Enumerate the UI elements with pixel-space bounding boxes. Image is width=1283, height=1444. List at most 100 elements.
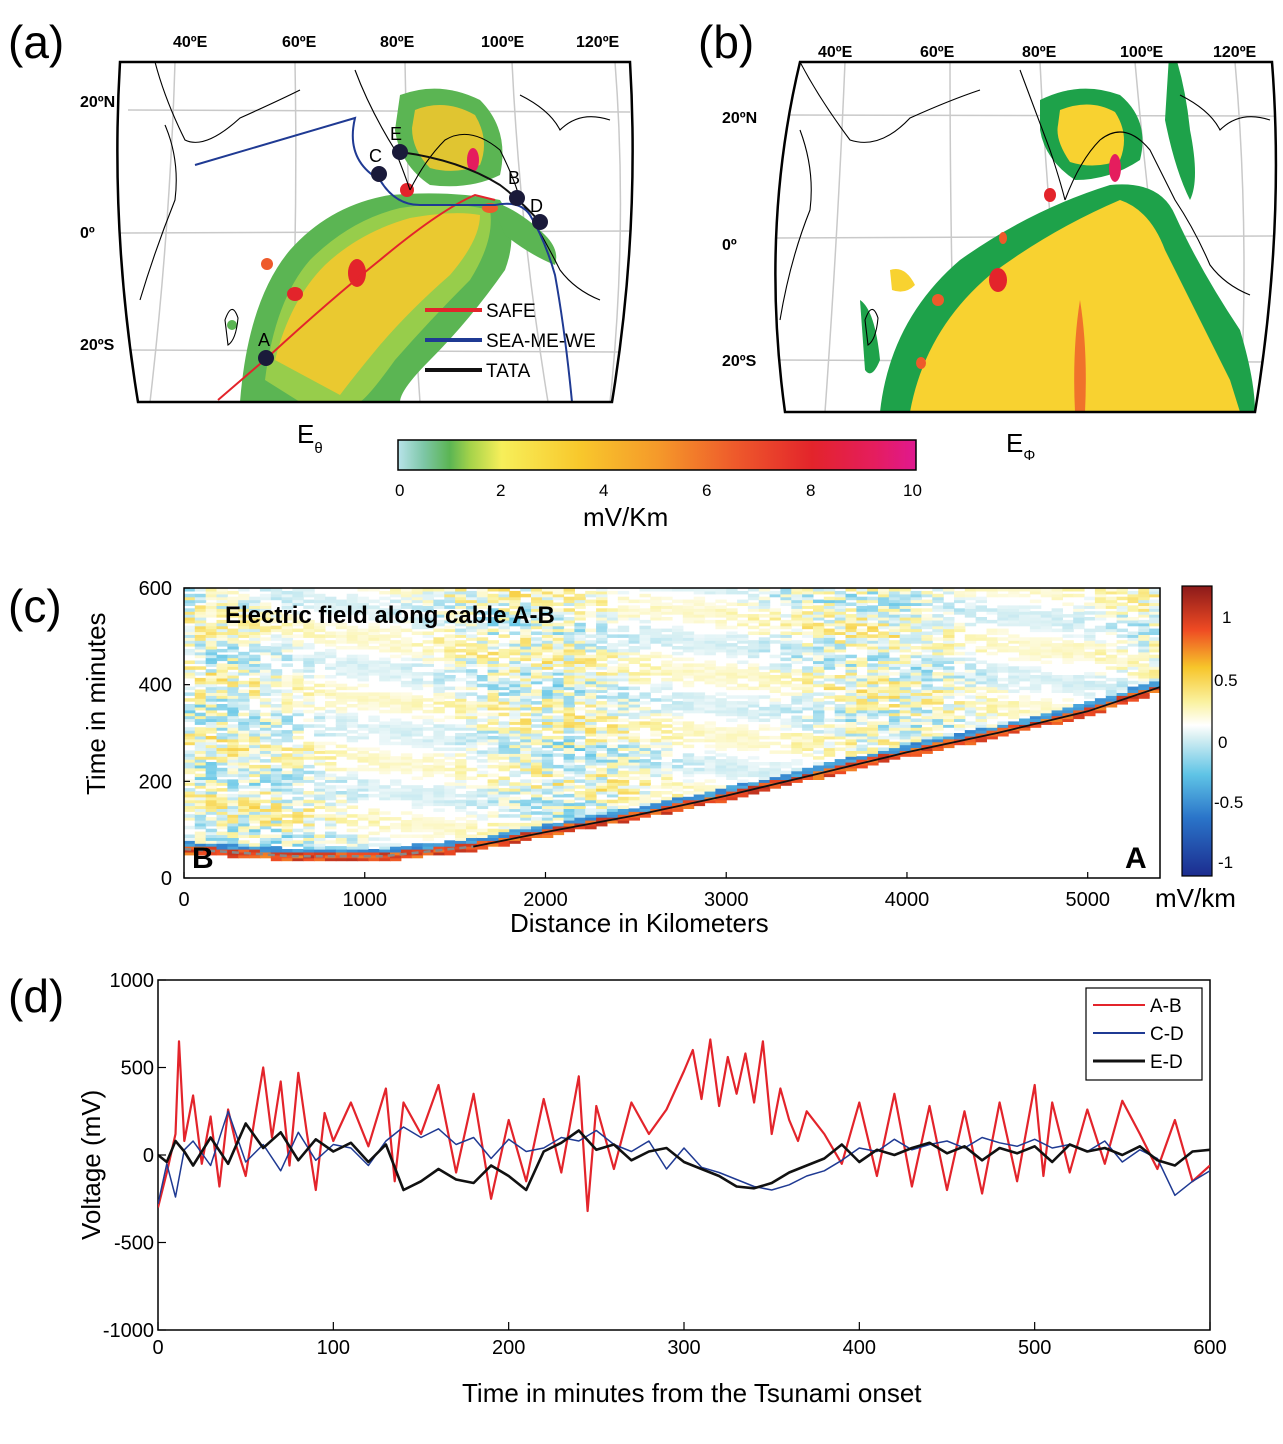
heatmap-cell bbox=[400, 698, 413, 702]
heatmap-cell bbox=[216, 727, 228, 731]
heatmap-cell bbox=[997, 608, 1009, 612]
heatmap-cell bbox=[520, 718, 532, 722]
heatmap-cell bbox=[737, 744, 749, 749]
heatmap-cell bbox=[1116, 663, 1128, 667]
heatmap-cell bbox=[466, 776, 478, 780]
heatmap-cell bbox=[531, 753, 543, 757]
heatmap-cell bbox=[943, 625, 955, 630]
heatmap-cell bbox=[682, 698, 695, 702]
heatmap-cell bbox=[639, 796, 651, 801]
heatmap-cell bbox=[259, 820, 272, 824]
heatmap-cell bbox=[346, 634, 359, 638]
heatmap-cell bbox=[205, 735, 218, 740]
heatmap-cell bbox=[813, 706, 825, 711]
heatmap-cell bbox=[650, 741, 662, 746]
heatmap-cell bbox=[487, 689, 499, 693]
heatmap-cell bbox=[802, 689, 814, 693]
heatmap-cell bbox=[205, 834, 218, 838]
heatmap-cell bbox=[606, 715, 619, 720]
heatmap-cell bbox=[325, 805, 337, 809]
heatmap-cell bbox=[606, 677, 619, 682]
heatmap-cell bbox=[1084, 651, 1096, 656]
heatmap-cell bbox=[932, 622, 944, 627]
heatmap-cell bbox=[813, 654, 825, 659]
heatmap-cell bbox=[466, 727, 478, 731]
heatmap-cell bbox=[270, 779, 283, 783]
heatmap-cell bbox=[867, 634, 879, 638]
heatmap-cell bbox=[563, 704, 575, 708]
heatmap-cell bbox=[249, 637, 261, 641]
heatmap-cell bbox=[747, 730, 760, 734]
heatmap-cell bbox=[617, 808, 630, 812]
heatmap-cell bbox=[769, 686, 781, 691]
heatmap-cell bbox=[1138, 680, 1150, 685]
heatmap-cell bbox=[932, 637, 944, 641]
heatmap-cell bbox=[867, 654, 879, 659]
heatmap-cell bbox=[249, 634, 261, 638]
heatmap-cell bbox=[531, 811, 543, 815]
heatmap-cell bbox=[227, 663, 239, 667]
heatmap-cell bbox=[520, 643, 532, 647]
heatmap-cell bbox=[682, 631, 695, 635]
heatmap-cell bbox=[281, 675, 293, 679]
heatmap-cell bbox=[747, 654, 760, 659]
heatmap-cell bbox=[1073, 614, 1085, 618]
heatmap-cell bbox=[813, 672, 825, 676]
heatmap-cell bbox=[834, 715, 847, 720]
heatmap-cell bbox=[368, 634, 380, 638]
heatmap-cell bbox=[834, 660, 847, 664]
heatmap-cell bbox=[921, 593, 933, 598]
heatmap-cell bbox=[238, 608, 250, 612]
heatmap-cell bbox=[617, 756, 630, 760]
heatmap-cell bbox=[899, 640, 912, 644]
heatmap-cell bbox=[205, 657, 218, 662]
heatmap-cell bbox=[932, 666, 944, 670]
heatmap-cell bbox=[899, 677, 912, 682]
heatmap-cell bbox=[455, 822, 467, 827]
heatmap-cell bbox=[888, 657, 901, 662]
heatmap-cell bbox=[986, 669, 998, 673]
heatmap-cell bbox=[943, 640, 955, 644]
heatmap-cell bbox=[194, 820, 207, 824]
heatmap-cell bbox=[1105, 602, 1118, 606]
heatmap-cell bbox=[520, 785, 532, 789]
heatmap-cell bbox=[227, 822, 239, 827]
heatmap-cell bbox=[227, 744, 239, 749]
heatmap-cell bbox=[845, 730, 857, 734]
heatmap-cell bbox=[856, 617, 868, 621]
heatmap-cell bbox=[910, 663, 922, 667]
heatmap-cell bbox=[888, 718, 901, 722]
heatmap-cell bbox=[227, 614, 239, 618]
heatmap-cell bbox=[498, 831, 510, 836]
heatmap-x-ticks: 0 1000 2000 3000 4000 5000 bbox=[178, 872, 1110, 911]
heatmap-cell bbox=[867, 628, 879, 633]
heatmap-cell bbox=[455, 611, 467, 615]
heatmap-cell bbox=[270, 822, 283, 827]
heatmap-cell bbox=[1127, 663, 1139, 667]
heatmap-cell bbox=[1008, 683, 1020, 688]
heatmap-cell bbox=[606, 750, 619, 754]
heatmap-cell bbox=[693, 602, 706, 606]
heatmap-cell bbox=[411, 590, 424, 595]
heatmap-cell bbox=[1051, 686, 1063, 691]
heatmap-cell bbox=[650, 599, 662, 604]
heatmap-cell bbox=[433, 808, 445, 812]
heatmap-cell bbox=[411, 727, 424, 731]
heatmap-cell bbox=[1019, 654, 1031, 659]
heatmap-cell bbox=[541, 675, 554, 679]
heatmap-cell bbox=[726, 648, 738, 653]
heatmap-cell bbox=[585, 648, 597, 653]
heatmap-cell bbox=[650, 730, 662, 734]
heatmap-cell bbox=[1105, 698, 1118, 702]
heatmap-cell bbox=[281, 617, 293, 621]
heatmap-cell bbox=[596, 715, 608, 720]
heatmap-cell bbox=[726, 712, 738, 717]
heatmap-cell bbox=[205, 738, 218, 743]
heatmap-cell bbox=[194, 715, 207, 720]
heatmap-cell bbox=[259, 625, 272, 630]
heatmap-cell bbox=[954, 599, 966, 604]
heatmap-cell bbox=[509, 669, 521, 673]
heatmap-cell bbox=[487, 715, 499, 720]
heatmap-cell bbox=[249, 738, 261, 743]
heatmap-cell bbox=[617, 599, 630, 604]
